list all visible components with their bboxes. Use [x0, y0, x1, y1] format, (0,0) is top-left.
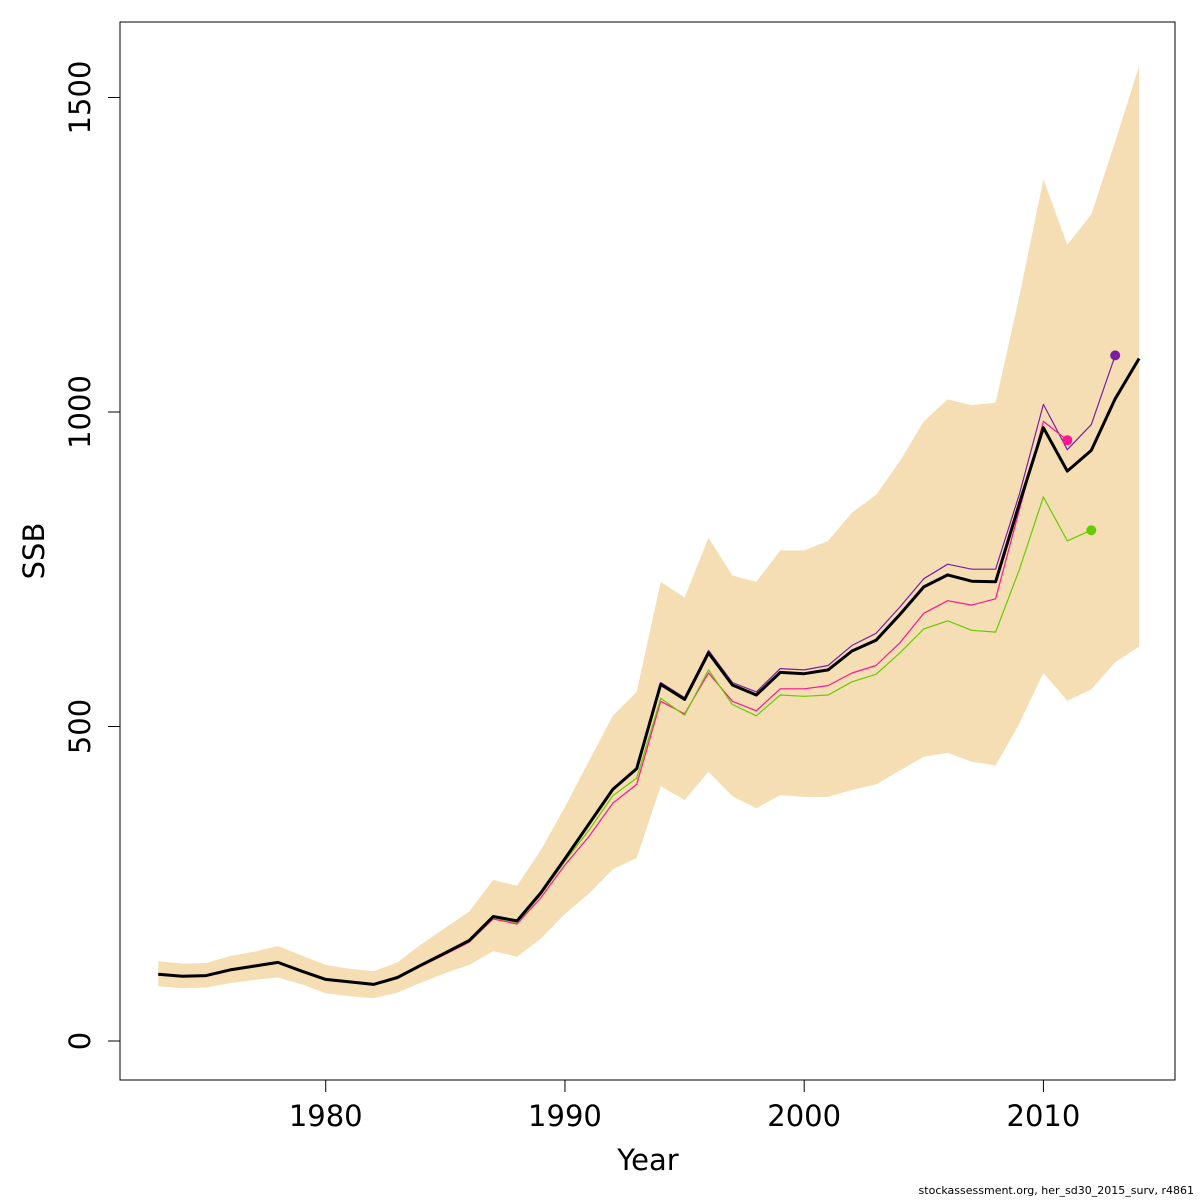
x-tick-label: 1980: [289, 1099, 363, 1133]
retro-endpoint-3: [1086, 525, 1097, 536]
y-tick-label: 1500: [63, 61, 97, 135]
retro-endpoint-1: [1110, 350, 1121, 361]
x-axis-label: Year: [616, 1143, 678, 1177]
ssb-confidence-band: [158, 66, 1140, 999]
y-axis: 0 500 1000 1500: [63, 61, 121, 1050]
series-lines: [158, 355, 1141, 986]
footer-credit: stockassessment.org, her_sd30_2015_surv,…: [918, 1184, 1194, 1197]
y-axis-label: SSB: [17, 523, 51, 580]
x-tick-label: 2010: [1007, 1099, 1081, 1133]
confidence-band: [158, 66, 1140, 999]
x-tick-label: 2000: [767, 1099, 841, 1133]
ssb-estimate-line: [158, 357, 1141, 986]
retro-endpoints: [1062, 350, 1121, 536]
x-tick-label: 1990: [528, 1099, 602, 1133]
y-tick-label: 500: [63, 699, 97, 754]
y-tick-label: 1000: [63, 375, 97, 449]
y-tick-label: 0: [63, 1032, 97, 1050]
retro-endpoint-2: [1062, 435, 1073, 446]
x-axis: 1980 1990 2000 2010: [289, 1079, 1081, 1133]
